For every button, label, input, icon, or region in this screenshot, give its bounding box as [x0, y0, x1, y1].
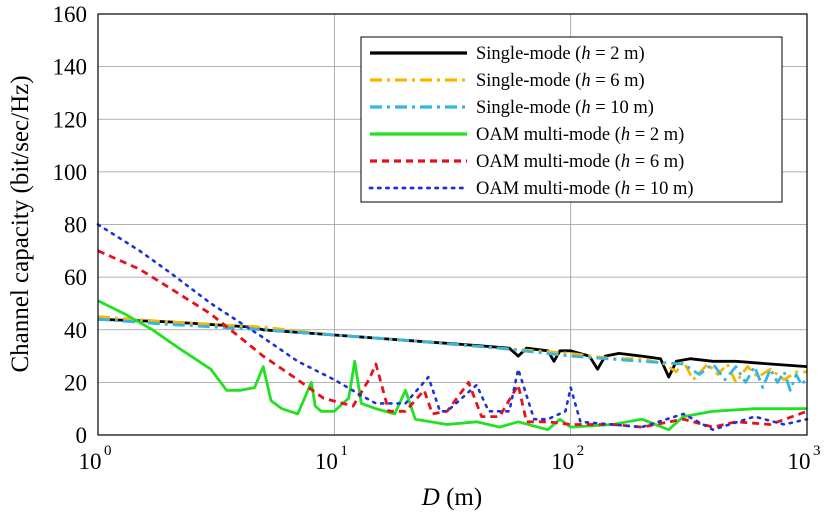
y-tick-label: 60	[64, 265, 87, 290]
x-tick-exponent: 0	[104, 443, 112, 459]
y-tick-label: 140	[53, 55, 88, 80]
x-axis-unit: (m)	[440, 484, 482, 511]
legend-label-1: Single-mode (h = 2 m)	[476, 44, 645, 64]
y-tick-label: 20	[64, 370, 87, 395]
legend: Single-mode (h = 2 m) Single-mode (h = 6 …	[360, 36, 783, 203]
x-tick-exponent: 2	[577, 443, 585, 459]
series-layer	[96, 223, 809, 432]
x-tick-labels: 10 0 10 1 10 2 10 3	[79, 443, 821, 474]
x-tick-label: 10	[79, 449, 102, 474]
legend-label-5: OAM multi-mode (h = 6 m)	[476, 152, 684, 172]
x-tick-label: 10	[315, 449, 338, 474]
y-tick-label: 100	[53, 160, 88, 185]
y-tick-labels: 0 20 40 60 80 100 120 140 160	[53, 2, 88, 448]
x-tick-exponent: 3	[813, 443, 821, 459]
series-line-3	[97, 317, 809, 392]
y-tick-label: 40	[64, 318, 87, 343]
x-axis-title: D (m)	[421, 484, 482, 511]
legend-label-2: Single-mode (h = 6 m)	[476, 71, 645, 91]
y-tick-label: 0	[76, 423, 88, 448]
y-tick-label: 80	[64, 213, 87, 238]
y-tick-label: 160	[53, 2, 88, 27]
legend-items: Single-mode (h = 2 m) Single-mode (h = 6 …	[368, 44, 694, 199]
legend-label-3: Single-mode (h = 10 m)	[476, 98, 654, 118]
plot-frame	[97, 13, 808, 436]
x-axis-var: D	[421, 484, 440, 511]
series-line-4	[97, 299, 807, 432]
x-tick-label: 10	[551, 449, 574, 474]
legend-box	[360, 36, 783, 203]
y-axis-title: Channel capacity (bit/sec/Hz)	[7, 75, 34, 372]
series-line-5	[97, 249, 808, 429]
x-tick-exponent: 1	[340, 443, 348, 459]
x-tick-label: 10	[788, 449, 811, 474]
legend-label-4: OAM multi-mode (h = 2 m)	[476, 125, 684, 145]
series-line-6	[96, 223, 809, 432]
legend-label-6: OAM multi-mode (h = 10 m)	[476, 179, 694, 199]
y-tick-label: 120	[53, 107, 88, 132]
